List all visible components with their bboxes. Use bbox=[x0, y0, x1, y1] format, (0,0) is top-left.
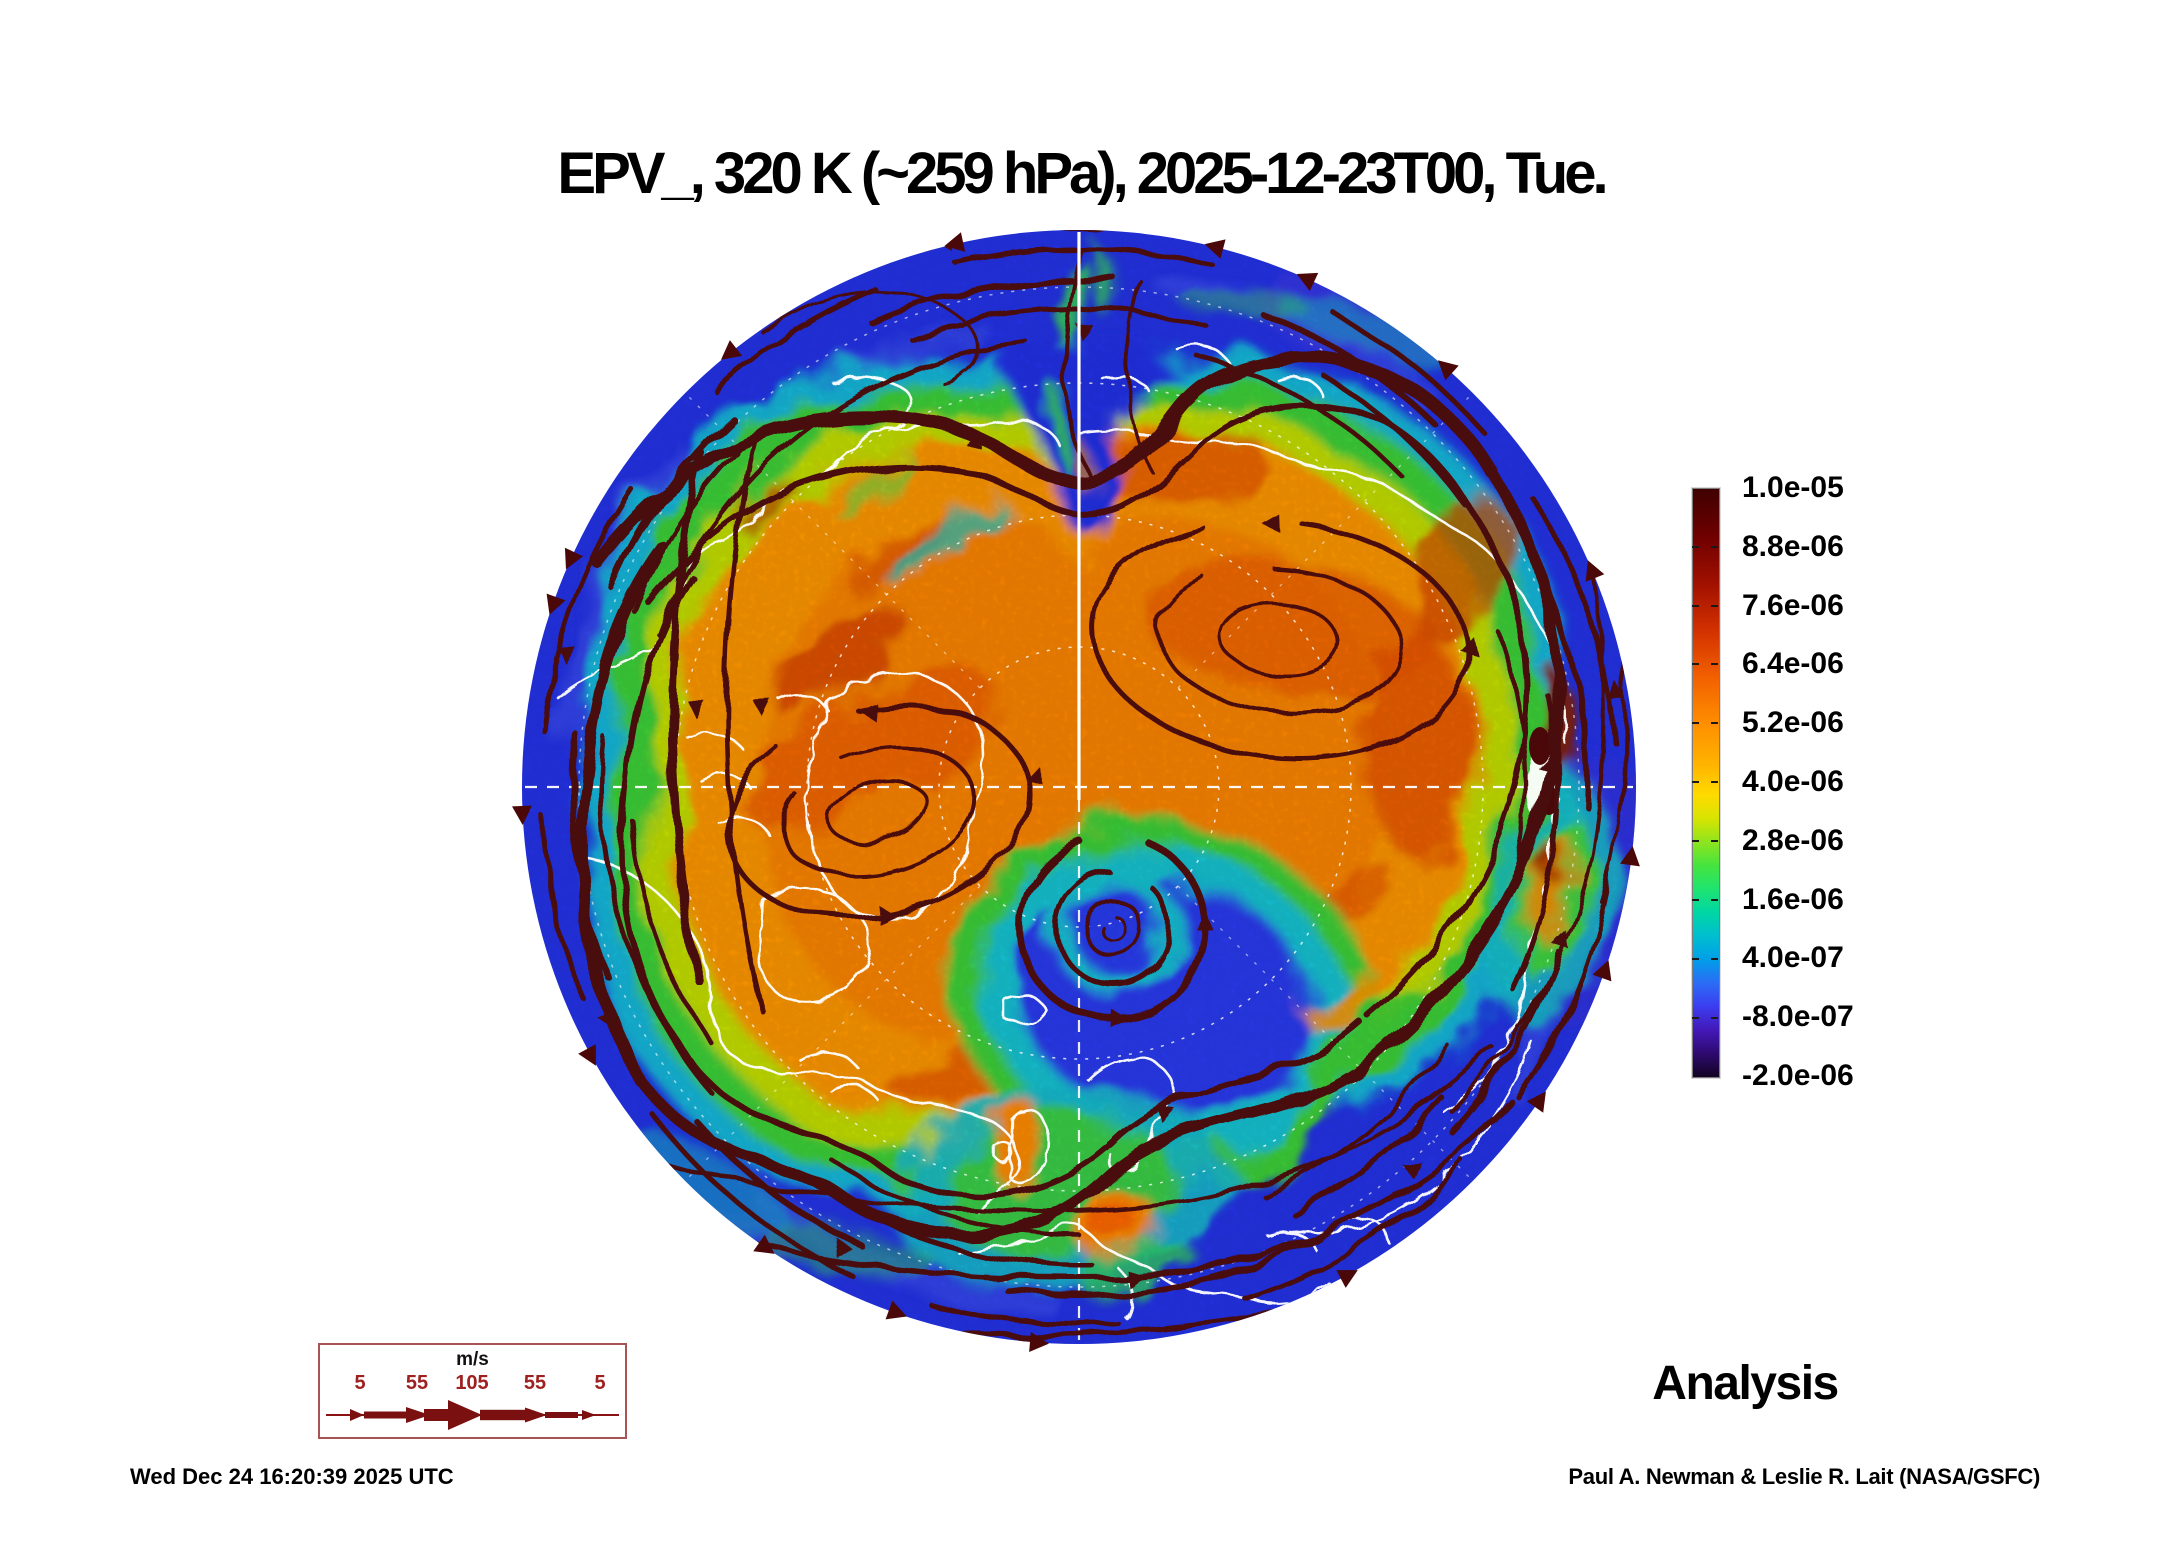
colorbar-tick-label: 2.8e-06 bbox=[1742, 824, 1844, 857]
colorbar-tickmark bbox=[1692, 1017, 1699, 1019]
colorbar-tick-label: 4.0e-07 bbox=[1742, 941, 1844, 974]
colorbar-tickmark bbox=[1711, 546, 1718, 548]
wind-speed-legend: m/s 5 55 105 55 5 bbox=[318, 1343, 627, 1439]
colorbar-tick-label: 4.0e-06 bbox=[1742, 765, 1844, 798]
wind-speed-label: 5 bbox=[354, 1372, 366, 1394]
colorbar-tickmark bbox=[1711, 722, 1718, 724]
colorbar-gradient bbox=[1692, 488, 1720, 1078]
wind-unit-label: m/s bbox=[456, 1349, 489, 1370]
wind-speed-label: 105 bbox=[455, 1372, 489, 1394]
analysis-label: Analysis bbox=[1652, 1357, 1839, 1410]
colorbar-tickmark bbox=[1692, 840, 1699, 842]
map-disk bbox=[522, 230, 1636, 1344]
colorbar-tick-label: -2.0e-06 bbox=[1742, 1059, 1854, 1092]
wind-scale-arrow bbox=[326, 1400, 619, 1430]
colorbar-tickmark bbox=[1692, 781, 1699, 783]
wind-speed-label: 55 bbox=[405, 1372, 429, 1394]
colorbar-tickmark bbox=[1692, 605, 1699, 607]
colorbar-tickmark bbox=[1692, 899, 1699, 901]
generation-timestamp: Wed Dec 24 16:20:39 2025 UTC bbox=[130, 1464, 454, 1489]
colorbar-tick-label: 5.2e-06 bbox=[1742, 706, 1844, 739]
colorbar-tickmark bbox=[1711, 840, 1718, 842]
colorbar-tick-label: 6.4e-06 bbox=[1742, 647, 1844, 680]
colorbar-tickmark bbox=[1692, 663, 1699, 665]
colorbar-tickmark bbox=[1692, 958, 1699, 960]
colorbar-tick-label: -8.0e-07 bbox=[1742, 1000, 1854, 1033]
colorbar-tick-label: 7.6e-06 bbox=[1742, 589, 1844, 622]
colorbar-tick-label: 1.6e-06 bbox=[1742, 883, 1844, 916]
colorbar-tick-label: 1.0e-05 bbox=[1742, 471, 1844, 504]
wind-speed-label: 5 bbox=[594, 1372, 606, 1394]
colorbar-tickmark bbox=[1692, 546, 1699, 548]
colorbar-tickmark bbox=[1711, 781, 1718, 783]
credit-line: Paul A. Newman & Leslie R. Lait (NASA/GS… bbox=[1568, 1464, 2040, 1489]
wind-speed-label: 55 bbox=[523, 1372, 547, 1394]
colorbar-tickmark bbox=[1711, 1017, 1718, 1019]
colorbar-tickmark bbox=[1711, 899, 1718, 901]
colorbar-tick-label: 8.8e-06 bbox=[1742, 530, 1844, 563]
colorbar-tickmark bbox=[1711, 663, 1718, 665]
colorbar-tickmark bbox=[1711, 958, 1718, 960]
colorbar-tickmark bbox=[1711, 605, 1718, 607]
colorbar: 1.0e-05 8.8e-06 7.6e-06 6.4e-06 5.2e-06 … bbox=[1692, 471, 1912, 1092]
page-title: EPV_, 320 K (~259 hPa), 2025-12-23T00, T… bbox=[557, 141, 1608, 206]
colorbar-tickmark bbox=[1692, 722, 1699, 724]
